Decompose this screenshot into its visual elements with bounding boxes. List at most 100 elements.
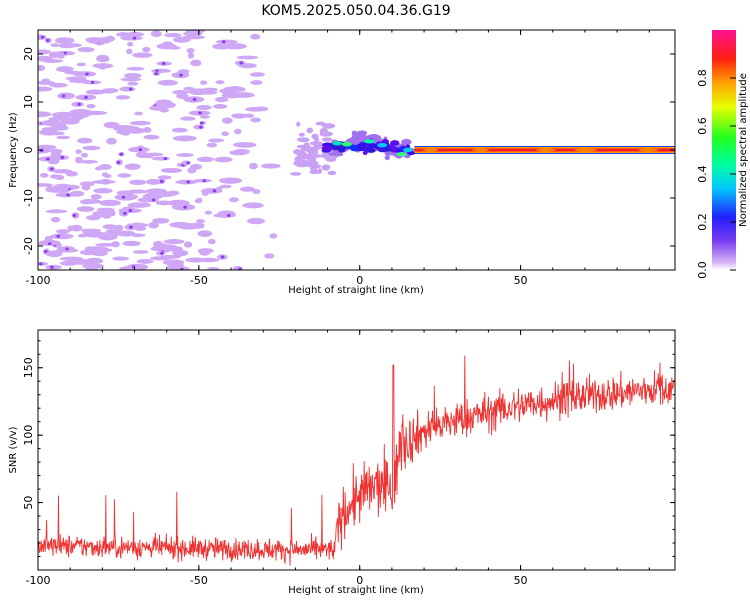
spectrogram-noise-blob — [199, 115, 210, 119]
spectrogram-noise-blob — [135, 151, 150, 159]
spectrogram-noise-core — [119, 152, 124, 156]
spectrogram-noise-core — [186, 180, 191, 184]
spectrogram-onset-blob — [289, 172, 302, 176]
snr-y-axis-label: SNR (v/v) — [8, 426, 19, 473]
spectrogram-noise-blob — [218, 177, 243, 184]
spectrogram-noise-blob — [127, 41, 134, 47]
spectrogram-noise-core — [163, 157, 168, 161]
spectrogram-noise-blob — [150, 30, 162, 38]
spectrogram-noise-blob — [82, 145, 101, 151]
spectrogram-noise-blob — [204, 210, 213, 215]
spectrogram-noise-blob — [233, 128, 242, 135]
spectrogram-noise-blob — [255, 106, 269, 112]
spectrogram-noise-blob — [145, 178, 161, 185]
spectrogram-noise-blob — [155, 200, 173, 206]
spectrogram-noise-blob — [103, 121, 120, 129]
spectrogram-noise-blob — [152, 217, 170, 224]
spectrogram-noise-blob — [90, 194, 102, 200]
spectrogram-noise-blob — [187, 167, 197, 174]
spectrogram-noise-blob — [124, 72, 142, 79]
spectrogram-noise-blob — [181, 35, 206, 40]
spectrogram-noise-blob — [208, 138, 225, 143]
spectrogram-noise-blob — [38, 34, 47, 41]
spectrogram-noise-blob — [133, 250, 149, 254]
y-tick-label: 10 — [22, 95, 35, 109]
spectrogram-noise-blob — [115, 230, 136, 237]
spectrogram-noise-blob — [38, 55, 53, 62]
spectrogram-noise-blob — [149, 256, 172, 261]
spectrogram-onset-blob — [310, 165, 318, 172]
spectrogram-noise-blob — [170, 265, 190, 270]
spectrogram-noise-core — [50, 167, 54, 171]
spectrogram-noise-blob — [202, 87, 218, 92]
spectrogram-noise-blob — [63, 69, 70, 74]
spectrogram-noise-blob — [136, 258, 154, 264]
spectrogram-onset-peak — [377, 143, 388, 148]
spectrogram-y-axis-label: Frequency (Hz) — [8, 112, 19, 188]
spectrogram-noise-core — [128, 209, 133, 213]
spectrogram-noise-blob — [161, 101, 176, 109]
spectrogram-noise-blob — [51, 111, 76, 119]
spectrogram-onset-blob — [312, 145, 320, 151]
spectrogram-noise-core — [72, 213, 77, 217]
spectrogram-noise-blob — [85, 257, 104, 265]
spectrogram-noise-blob — [50, 152, 62, 159]
snr-background — [38, 330, 675, 570]
spectrogram-noise-blob — [214, 96, 229, 103]
spectrogram-noise-blob — [127, 202, 152, 208]
spectrogram-noise-core — [221, 40, 226, 44]
snr-marks — [38, 355, 675, 566]
spectrogram-noise-core — [45, 38, 50, 42]
spectrogram-noise-blob — [163, 238, 185, 245]
spectrogram-noise-blob — [38, 241, 58, 246]
spectrogram-noise-blob — [98, 199, 121, 207]
spectrogram-noise-core — [179, 73, 183, 77]
spectrogram-noise-blob — [231, 113, 248, 119]
spectrogram-noise-blob — [193, 178, 212, 183]
spectrogram-onset-core — [337, 146, 346, 152]
spectrogram-noise-blob — [96, 207, 115, 212]
spectrogram-noise-blob — [85, 265, 98, 270]
spectrogram-noise-blob — [148, 221, 159, 229]
spectrogram-onset-blob — [321, 123, 336, 129]
spectrogram-onset-blob — [309, 150, 318, 156]
spectrogram-noise-blob — [183, 241, 193, 248]
spectrogram-onset-blob — [297, 137, 310, 143]
x-tick-label: -100 — [26, 574, 51, 587]
spectrogram-noise-blob — [120, 77, 142, 82]
carrier-line-variation — [637, 148, 659, 152]
spectrogram-noise-blob — [229, 197, 239, 203]
spectrogram-onset-blob — [315, 121, 326, 126]
spectrogram-noise-core — [65, 247, 69, 251]
spectrogram-noise-blob — [176, 93, 189, 99]
snr-ticks: -100 -50 0 50 50 100 150 — [22, 330, 675, 587]
spectrogram-noise-blob — [223, 86, 246, 93]
x-tick-label: 0 — [356, 574, 363, 587]
spectrogram-noise-blob — [183, 86, 195, 91]
spectrogram-noise-blob — [79, 160, 98, 164]
spectrogram-noise-blob — [81, 183, 91, 191]
snr-series-line — [38, 355, 675, 566]
spectrogram-noise-blob — [76, 137, 93, 144]
spectrogram-onset-blob — [317, 168, 323, 174]
spectrogram-noise-blob — [55, 229, 71, 234]
y-tick-label: 150 — [22, 357, 35, 378]
spectrogram-noise-blob — [151, 156, 170, 161]
spectrogram-noise-blob — [162, 259, 185, 266]
spectrogram-onset-core — [357, 146, 369, 151]
spectrogram-noise-blob — [59, 260, 78, 266]
spectrogram-noise-core — [128, 87, 133, 91]
y-tick-label: 100 — [22, 425, 35, 446]
spectrogram-noise-core — [90, 80, 95, 84]
spectrogram-noise-blob — [143, 134, 160, 140]
spectrogram-noise-blob — [92, 63, 114, 69]
x-tick-label: 50 — [514, 574, 528, 587]
spectrogram-noise-core — [50, 265, 54, 269]
figure-title: KOM5.2025.050.04.36.G19 — [261, 3, 450, 19]
carrier-line-variation — [536, 148, 556, 152]
spectrogram-noise-blob — [249, 72, 265, 77]
spectrogram-noise-core — [84, 95, 88, 99]
spectrogram-noise-blob — [71, 224, 83, 232]
spectrogram-onset-blob — [296, 144, 308, 149]
